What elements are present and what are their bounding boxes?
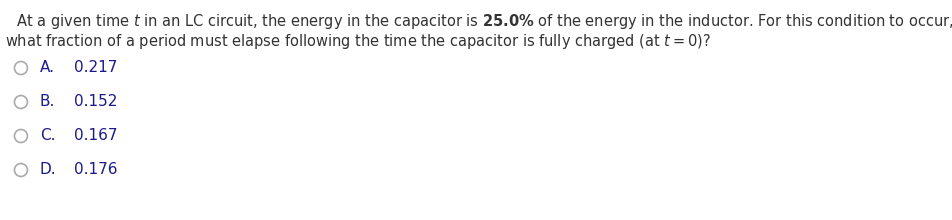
Text: 0.176: 0.176: [73, 163, 117, 178]
Text: D.: D.: [40, 163, 56, 178]
Text: C.: C.: [40, 128, 55, 143]
Text: 0.152: 0.152: [73, 95, 117, 110]
Text: 0.217: 0.217: [73, 61, 117, 75]
Text: A.: A.: [40, 61, 55, 75]
Text: what fraction of a period must elapse following the time the capacitor is fully : what fraction of a period must elapse fo…: [5, 32, 711, 51]
Text: B.: B.: [40, 95, 55, 110]
Text: At a given time $t$ in an LC circuit, the energy in the capacitor is $\mathbf{25: At a given time $t$ in an LC circuit, th…: [0, 12, 952, 31]
Text: 0.167: 0.167: [73, 128, 117, 143]
